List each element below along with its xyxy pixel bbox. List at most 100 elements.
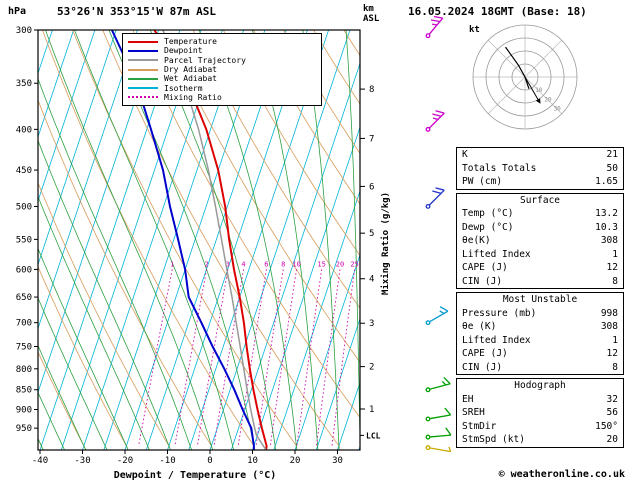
index-value: 1.65 [595, 176, 618, 187]
storm-motion-arrowhead [535, 98, 541, 104]
index-value: 20 [606, 434, 618, 445]
legend-label: Dry Adiabat [164, 65, 217, 75]
hodograph-ring-label: 30 [554, 106, 562, 113]
mixing-ratio-value: 10 [292, 260, 300, 268]
index-value: 10.3 [595, 221, 618, 233]
wind-barb [425, 306, 449, 326]
wet-adiabat-legend-swatch [128, 77, 158, 80]
indices-box: Surface Temp (°C) 13.2 Dewp (°C) 10.3 θe(K) 30… [456, 192, 624, 289]
mixing-ratio-axis-label: Mixing Ratio (g/kg) [381, 192, 391, 295]
pressure-tick-label: 350 [16, 79, 32, 89]
index-value: 13.2 [595, 208, 618, 219]
asl-label: ASL [363, 14, 380, 24]
mixing-ratio-value: 4 [241, 260, 245, 268]
index-label: CIN (J) [462, 361, 503, 373]
mixing-ratio-line [255, 269, 284, 446]
x-axis-label: Dewpoint / Temperature (°C) [113, 470, 277, 481]
wet-adiabat-line [149, 30, 277, 450]
index-row: CAPE (J) 12 [457, 347, 623, 361]
isotherm-line [0, 30, 10, 450]
pressure-tick-label: 950 [16, 424, 32, 434]
index-value: 308 [600, 321, 618, 332]
isotherm-line [38, 30, 96, 203]
index-label: θe (K) [462, 321, 497, 332]
dry-adiabat-line [253, 30, 360, 205]
indices-box-title: Surface [519, 194, 561, 206]
parcel-line [162, 30, 267, 450]
temp-tick-label: 30 [332, 456, 343, 466]
wind-barb [425, 445, 452, 453]
index-value: 50 [606, 162, 618, 174]
skewt-chart: 1 2 3 4 6 8 10 15 20 2530035040045050055060065070… [0, 26, 381, 466]
pressure-tick-label: 550 [16, 235, 32, 245]
index-label: Totals Totals [462, 162, 537, 174]
dry-adiabat-line [162, 30, 360, 363]
hodograph-trace [505, 46, 530, 89]
wind-barb [425, 407, 452, 422]
hodograph-ring [511, 63, 539, 91]
pressure-tick-label: 500 [16, 202, 32, 212]
temp-tick-label: 20 [290, 456, 301, 466]
sounding-profiles [110, 30, 268, 450]
index-row: K 21 [457, 148, 623, 162]
index-value: 308 [600, 235, 618, 246]
km-tick-label: 1 [369, 405, 374, 415]
index-label: CIN (J) [462, 275, 503, 287]
lcl-label: LCL [366, 431, 381, 440]
index-value: 1 [612, 248, 618, 260]
index-value: 32 [606, 393, 618, 405]
dry-adiabat-line [132, 30, 360, 419]
mixing-ratio-value: 1 [170, 260, 174, 268]
index-value: 12 [606, 348, 618, 359]
legend-label: Temperature [164, 37, 217, 47]
isotherm-line [315, 317, 360, 450]
legend-label: Parcel Trajectory [164, 55, 246, 65]
index-label: StmDir [462, 420, 497, 432]
copyright: © weatheronline.co.uk [498, 469, 625, 480]
pressure-tick-label: 750 [16, 343, 32, 353]
legend-item: Parcel Trajectory [128, 56, 316, 65]
mixing-ratio-value: 15 [317, 260, 325, 268]
isotherm-line [230, 62, 360, 450]
dry-adiabat-line [192, 30, 360, 309]
isotherm-legend-swatch [128, 87, 158, 90]
index-value: 8 [612, 361, 618, 373]
legend-item: Temperature [128, 37, 316, 46]
index-value: 56 [606, 407, 618, 418]
hodograph-unit-label: kt [469, 25, 480, 35]
km-label: km [363, 4, 374, 14]
wind-barb [425, 15, 444, 39]
index-label: PW (cm) [462, 176, 503, 187]
index-label: Lifted Index [462, 248, 531, 260]
mixing-ratio-legend-swatch [128, 96, 158, 99]
hodograph-ring [472, 24, 578, 130]
indices-box: K 21 Totals Totals 50 PW (cm) 1.65 [456, 147, 624, 190]
wind-barb [425, 376, 451, 393]
legend-label: Dewpoint [164, 46, 203, 56]
temp-tick-label: -20 [117, 456, 133, 466]
index-row: Pressure (mb) 998 [457, 307, 623, 321]
mixing-ratio-value: 3 [226, 260, 230, 268]
indices-box: Hodograph EH 32 SREH 56 StmDir 150° StmSpd (kt)… [456, 378, 624, 448]
index-label: CAPE (J) [462, 348, 508, 359]
isotherm-line [209, 30, 351, 450]
mixing-ratio-line [213, 269, 244, 446]
mixing-ratio-line [138, 269, 173, 446]
index-value: 998 [600, 307, 618, 319]
pressure-tick-label: 800 [16, 365, 32, 375]
mixing-ratio-value: 25 [350, 260, 358, 268]
index-row: CAPE (J) 12 [457, 261, 623, 275]
hodograph-ring [498, 50, 552, 104]
dewpoint-legend-swatch [128, 49, 158, 52]
isotherm-line [38, 30, 138, 330]
index-label: Pressure (mb) [462, 307, 537, 319]
pressure-tick-label: 850 [16, 386, 32, 396]
temperature-legend-swatch [128, 40, 158, 43]
wet-adiabat-line [38, 297, 108, 450]
wet-adiabat-line [38, 344, 87, 450]
hodograph-ring [485, 37, 565, 117]
wind-barb [425, 187, 445, 209]
km-tick-label: 4 [369, 275, 374, 285]
dry-adiabat-line [42, 30, 256, 448]
index-label: CAPE (J) [462, 262, 508, 273]
